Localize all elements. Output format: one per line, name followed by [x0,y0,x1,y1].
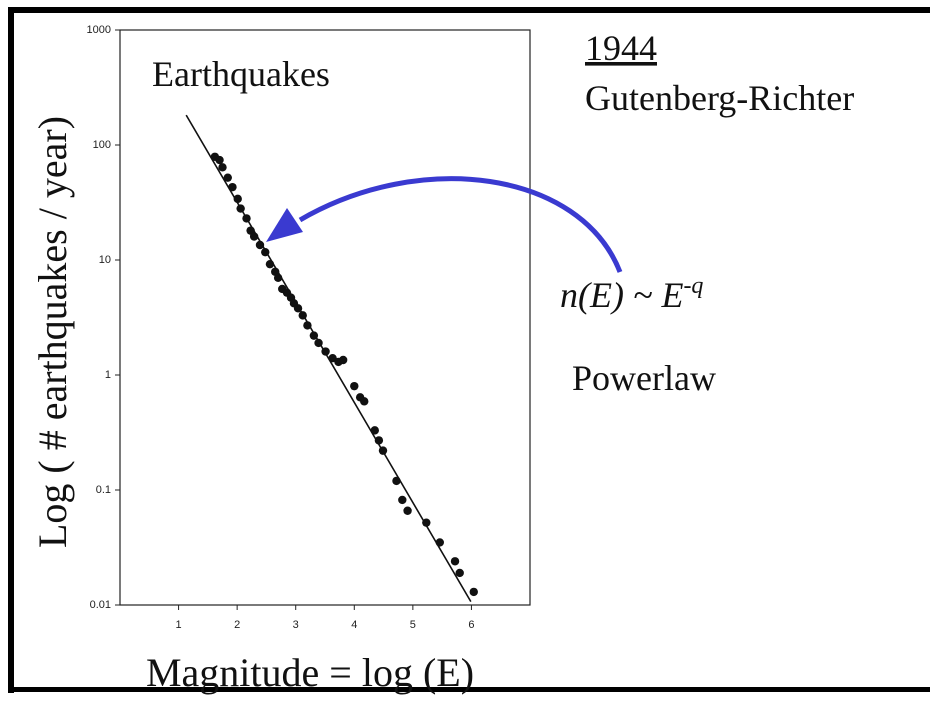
point [293,304,303,313]
x-tick-label: 3 [293,619,299,631]
plot-frame [119,29,531,606]
point [242,214,251,223]
point [249,232,259,241]
point [236,204,245,213]
point [309,331,319,340]
point [261,247,270,257]
x-tick-label: 5 [410,619,416,631]
arrow-head [266,208,303,242]
y-axis-label: Log ( # earthquakes / year) [30,116,75,548]
point [228,182,237,192]
point [370,426,379,435]
point [338,355,348,365]
point [398,495,407,505]
x-tick-label: 2 [234,619,240,631]
point [374,436,384,445]
y-tick-label: 10 [99,254,111,266]
chart-title: Earthquakes [152,54,330,94]
formula: n(E) ~ E-q [560,273,703,315]
point [255,240,265,250]
point [215,155,224,165]
x-tick-label: 4 [351,619,357,631]
point [469,587,478,597]
point [403,506,412,515]
authors: Gutenberg-Richter [585,78,854,118]
point [450,557,460,566]
point [298,311,307,320]
frame-top [8,7,930,13]
point [360,397,369,406]
point [265,259,275,269]
y-tick-label: 1000 [87,24,111,36]
point [273,273,283,283]
note: Powerlaw [572,358,716,398]
formula-base: n(E) ~ E [560,275,683,315]
x-tick-label: 6 [468,619,474,631]
point [378,446,388,455]
formula-exponent: -q [683,273,703,299]
point [321,347,330,356]
point [350,381,359,391]
x-tick-label: 1 [176,619,182,631]
point [435,538,444,547]
x-axis-label: Magnitude = log (E) [146,650,474,695]
y-tick-label: 1 [105,369,111,381]
year: 1944 [585,28,657,68]
frame-left [8,7,14,693]
point [303,321,312,330]
y-tick-label: 0.1 [96,484,111,496]
point [392,476,401,486]
point [218,163,227,172]
point [314,338,323,348]
y-tick-label: 100 [93,139,111,151]
point [233,194,242,204]
arrow-curve [298,176,623,273]
point [455,568,464,578]
point [422,518,431,527]
point [223,173,232,182]
y-tick-label: 0.01 [90,599,111,611]
frame-bottom [8,687,930,692]
